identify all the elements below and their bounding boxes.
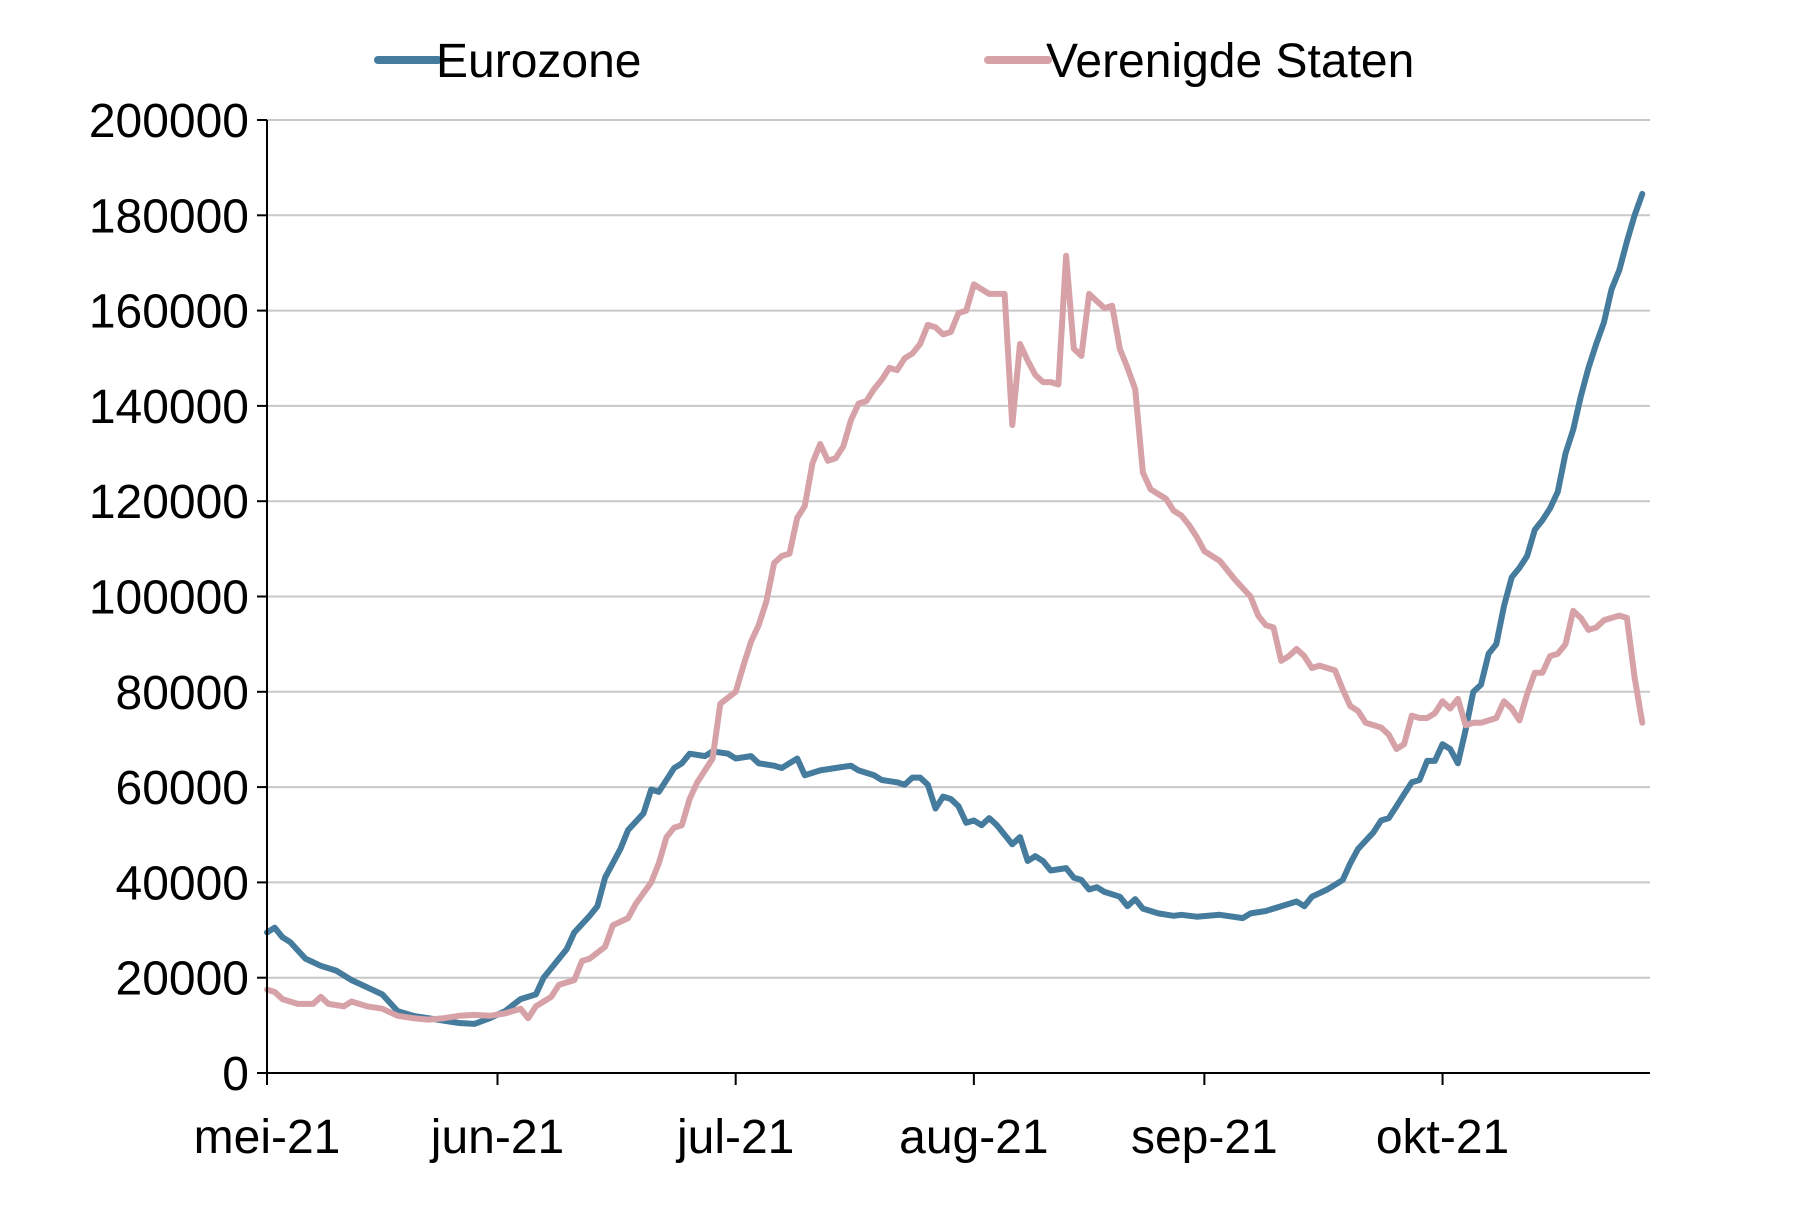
axes (266, 120, 1650, 1085)
y-tick-label: 60000 (116, 762, 249, 815)
y-tick-label: 180000 (89, 190, 249, 243)
series-line-verenigde-staten (264, 252, 1646, 1023)
y-tick-label: 120000 (89, 476, 249, 529)
x-tick-label: okt-21 (1376, 1111, 1509, 1164)
y-tick-label: 160000 (89, 286, 249, 339)
y-tick-label: 80000 (116, 667, 249, 720)
x-tick-label: jun-21 (429, 1111, 564, 1164)
legend-label-verenigde-staten: Verenigde Staten (1046, 35, 1414, 88)
legend-label-eurozone: Eurozone (436, 35, 641, 88)
y-tick-label: 140000 (89, 381, 249, 434)
y-tick-labels: 0 20000 40000 60000 80000 100000 120000 140000 1… (89, 95, 249, 1101)
x-tick-label: mei-21 (194, 1111, 341, 1164)
x-tick-label: sep-21 (1131, 1111, 1278, 1164)
x-tick-labels: mei-21 jun-21 jul-21 aug-21 sep-21 okt-21 (194, 1111, 1510, 1164)
x-tick-label: aug-21 (899, 1111, 1048, 1164)
y-tick-label: 20000 (116, 953, 249, 1006)
y-tick-label: 100000 (89, 572, 249, 625)
series-line-eurozone (264, 190, 1646, 1027)
y-tick-label: 40000 (116, 857, 249, 910)
series-lines (264, 190, 1646, 1027)
y-tick-label: 200000 (89, 95, 249, 148)
legend: Eurozone Verenigde Staten (374, 35, 1414, 88)
y-tick-label: 0 (222, 1048, 249, 1101)
gridlines (257, 119, 1650, 1074)
x-tick-label: jul-21 (675, 1111, 794, 1164)
